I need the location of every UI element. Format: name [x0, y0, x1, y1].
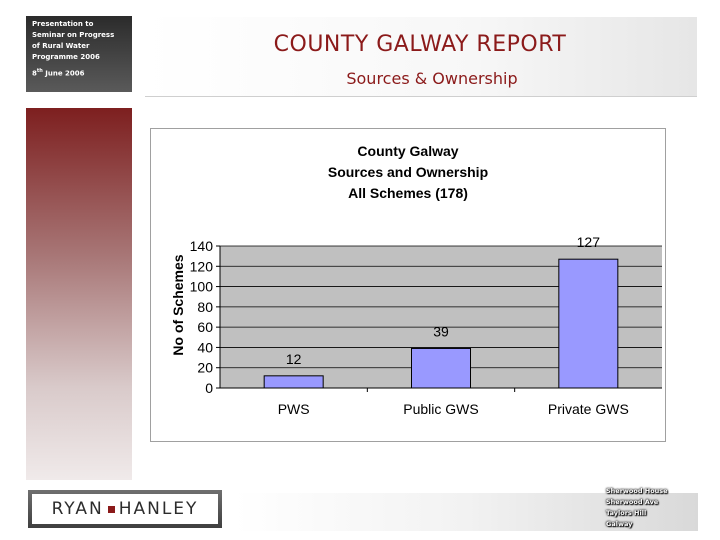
presentation-date: 8th June 2006	[32, 68, 85, 78]
y-axis-label: No of Schemes	[170, 254, 186, 355]
page-title: COUNTY GALWAY REPORT	[273, 32, 567, 57]
y-tick-label: 100	[190, 279, 214, 295]
address-line: Galway	[606, 520, 633, 528]
chart-title-line-3: All Schemes (178)	[348, 185, 468, 201]
address-line: Taylors Hill	[606, 509, 647, 517]
plot-area: 0 20 40 60 80 100 120 140 12 PWS 39 Public GWS 127 Pr…	[190, 234, 662, 417]
presentation-info-box: Presentation to Seminar on Progress of R…	[26, 16, 132, 92]
y-tick-label: 80	[197, 299, 213, 315]
data-label: 12	[286, 351, 302, 367]
x-tick-label: Private GWS	[548, 401, 629, 417]
chart-title-line-2: Sources and Ownership	[328, 164, 488, 180]
address-line: Sherwood House	[606, 487, 668, 495]
bar	[411, 347, 471, 389]
chart-title-line-1: County Galway	[357, 143, 458, 159]
info-line: Presentation to	[32, 20, 94, 28]
footer-banner	[235, 493, 698, 531]
logo-square-icon	[107, 505, 115, 513]
y-tick-label: 140	[190, 238, 214, 254]
company-address: Sherwood House Sherwood Ave Taylors Hill…	[606, 486, 668, 530]
header-banner: COUNTY GALWAY REPORT Sources & Ownership	[145, 17, 697, 97]
bar	[558, 258, 619, 389]
bar-chart: County Galway Sources and Ownership All …	[150, 128, 666, 442]
y-tick-label: 120	[190, 258, 214, 274]
address-line: Sherwood Ave	[606, 498, 659, 506]
decorative-side-bar	[26, 108, 132, 480]
company-logo: RYAN HANLEY	[28, 490, 222, 528]
y-tick-label: 20	[197, 360, 213, 376]
x-tick-label: Public GWS	[403, 401, 478, 417]
logo-text-right: HANLEY	[118, 499, 199, 519]
bar	[263, 375, 324, 389]
logo-text-left: RYAN	[51, 499, 104, 519]
y-tick-label: 40	[197, 339, 213, 355]
x-tick-label: PWS	[278, 401, 310, 417]
info-line: Programme 2006	[32, 53, 100, 61]
info-line: of Rural Water	[32, 42, 90, 50]
info-line: Seminar on Progress	[32, 31, 115, 39]
y-tick-label: 0	[205, 380, 213, 396]
y-tick-label: 60	[197, 319, 213, 335]
data-label: 127	[577, 234, 601, 250]
data-label: 39	[433, 323, 449, 339]
page-subtitle: Sources & Ownership	[346, 69, 518, 88]
